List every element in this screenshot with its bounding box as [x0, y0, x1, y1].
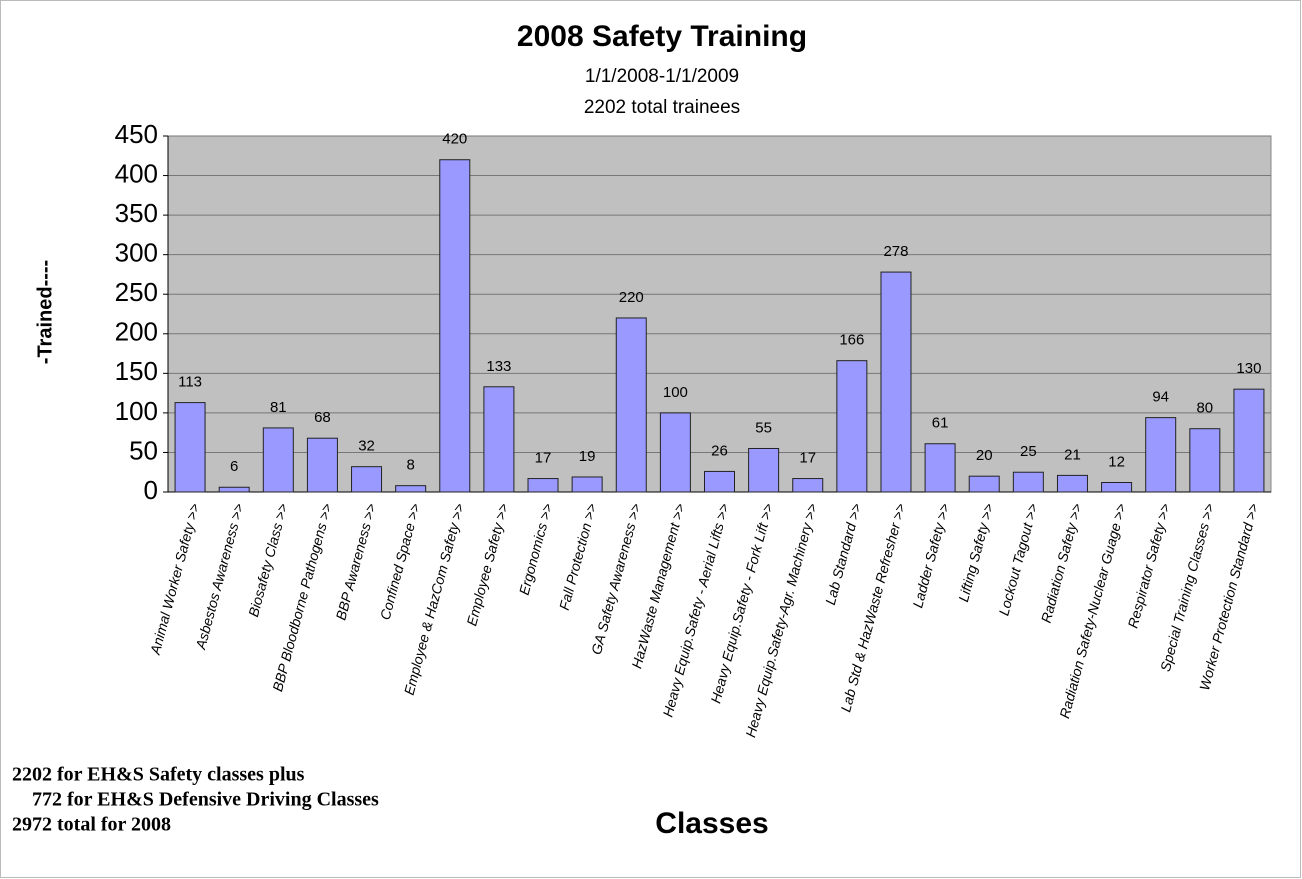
annotation: 772 for EH&S Defensive Driving Classes [32, 789, 379, 811]
bar [703, 470, 736, 493]
x-axis-label: Classes [655, 807, 768, 840]
y-tick-label: 300 [115, 238, 158, 268]
data-label: 220 [619, 289, 644, 306]
bar [571, 476, 603, 493]
bar [1233, 388, 1265, 493]
data-label: 420 [442, 131, 467, 148]
annotation: 2972 total for 2008 [12, 814, 171, 836]
bar [262, 427, 294, 493]
data-label: 12 [1108, 453, 1125, 470]
data-label: 81 [270, 399, 287, 416]
bar [1189, 428, 1221, 493]
bar [439, 159, 471, 493]
y-tick-label: 450 [115, 119, 158, 149]
data-label: 166 [839, 332, 864, 349]
bar [306, 437, 338, 493]
data-label: 133 [486, 358, 511, 375]
data-label: 100 [663, 384, 688, 401]
y-axis-label: -Trained---- [34, 260, 56, 364]
bar [527, 478, 559, 493]
subtitle: 1/1/2008-1/1/2009 [585, 66, 739, 87]
y-tick-label: 400 [115, 158, 158, 188]
annotation: 2202 for EH&S Safety classes plus [12, 764, 305, 786]
bar [924, 443, 956, 493]
bar [792, 478, 824, 493]
data-label: 25 [1020, 443, 1037, 460]
data-label: 130 [1236, 360, 1261, 377]
bar [483, 386, 515, 493]
data-label: 32 [358, 438, 375, 455]
data-label: 21 [1064, 446, 1081, 463]
bar [880, 271, 912, 493]
chart-title: 2008 Safety Training [517, 20, 807, 53]
data-label: 8 [406, 457, 414, 474]
bar [1056, 474, 1088, 493]
y-tick-label: 150 [115, 356, 158, 386]
bar [748, 447, 780, 493]
bar [218, 486, 250, 493]
y-tick-label: 200 [115, 317, 158, 347]
data-label: 113 [178, 374, 202, 391]
y-tick-label: 50 [129, 435, 158, 465]
bar [1101, 482, 1133, 493]
data-label: 17 [799, 450, 816, 467]
y-tick-label: 250 [115, 277, 158, 307]
bar [968, 475, 1000, 493]
bar [174, 402, 206, 493]
data-label: 17 [535, 450, 552, 467]
data-label: 94 [1152, 389, 1169, 406]
data-label: 80 [1196, 400, 1213, 417]
subtitle: 2202 total trainees [584, 97, 740, 118]
data-label: 55 [755, 419, 772, 436]
plot-area [167, 135, 1272, 493]
data-label: 61 [932, 415, 949, 432]
bar [1145, 417, 1177, 493]
data-label: 26 [711, 442, 728, 459]
bar [351, 466, 383, 493]
bar [395, 485, 427, 493]
bar [659, 412, 691, 493]
data-label: 278 [883, 243, 908, 260]
bar [1012, 471, 1044, 493]
data-label: 6 [230, 458, 238, 475]
bar [836, 360, 868, 493]
y-tick-label: 0 [144, 475, 158, 505]
bar [615, 317, 647, 493]
y-tick-label: 350 [115, 198, 158, 228]
y-tick-label: 100 [115, 396, 158, 426]
data-label: 19 [579, 448, 596, 465]
data-label: 20 [976, 447, 993, 464]
data-label: 68 [314, 409, 331, 426]
